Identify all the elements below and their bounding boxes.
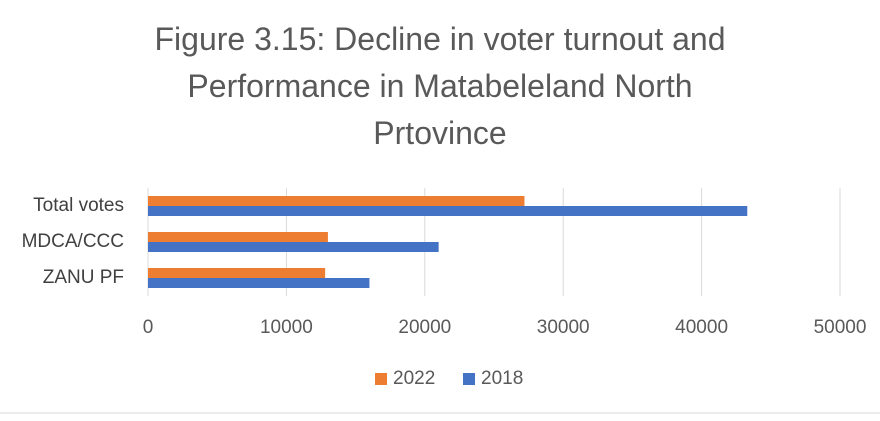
bar-2018-mdca-ccc [148,242,439,252]
chart-title-line-3: Prtovince [373,115,506,151]
legend-label-2018: 2018 [481,368,523,389]
chart-title: Figure 3.15: Decline in voter turnout an… [155,21,726,151]
x-tick-labels: 0 10000 20000 30000 40000 50000 [143,317,867,338]
category-labels: Total votes MDCA/CCC ZANU PF [22,195,124,288]
legend-swatch-2018 [463,373,475,385]
x-tick-label-10000: 10000 [260,317,313,338]
bar-2022-mdca-ccc [148,232,328,242]
x-tick-label-0: 0 [143,317,154,338]
bars [148,196,748,288]
bar-2018-zanu-pf [148,278,370,288]
x-tick-label-50000: 50000 [814,317,867,338]
bar-2022-total-votes [148,196,525,206]
category-label-mdca-ccc: MDCA/CCC [22,231,124,252]
legend-swatch-2022 [375,373,387,385]
x-tick-label-40000: 40000 [675,317,728,338]
bar-2022-zanu-pf [148,268,326,278]
chart-title-line-2: Performance in Matabeleland North [187,68,692,104]
category-label-total-votes: Total votes [33,195,124,216]
legend: 2022 2018 [375,368,523,389]
bar-2018-total-votes [148,206,748,216]
chart-title-line-1: Figure 3.15: Decline in voter turnout an… [155,21,726,57]
category-label-zanu-pf: ZANU PF [43,267,124,288]
legend-label-2022: 2022 [393,368,435,389]
x-tick-label-30000: 30000 [537,317,590,338]
x-tick-label-20000: 20000 [398,317,451,338]
